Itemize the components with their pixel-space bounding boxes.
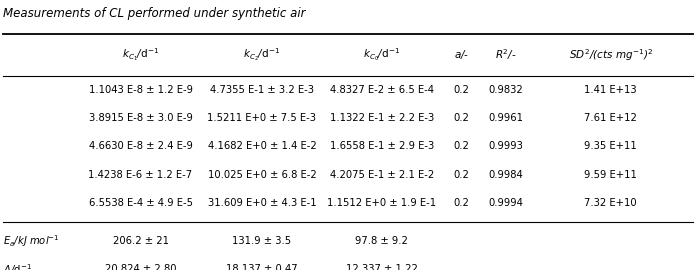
- Text: 1.1043 E-8 ± 1.2 E-9: 1.1043 E-8 ± 1.2 E-9: [89, 85, 192, 95]
- Text: 9.35 E+11: 9.35 E+11: [584, 141, 637, 151]
- Text: 18.137 ± 0.47: 18.137 ± 0.47: [226, 264, 298, 270]
- Text: 1.1322 E-1 ± 2.2 E-3: 1.1322 E-1 ± 2.2 E-3: [330, 113, 434, 123]
- Text: 0.2: 0.2: [454, 170, 469, 180]
- Text: 10.025 E+0 ± 6.8 E-2: 10.025 E+0 ± 6.8 E-2: [208, 170, 316, 180]
- Text: 1.41 E+13: 1.41 E+13: [584, 85, 637, 95]
- Text: 0.2: 0.2: [454, 198, 469, 208]
- Text: 1.5211 E+0 ± 7.5 E-3: 1.5211 E+0 ± 7.5 E-3: [208, 113, 316, 123]
- Text: 0.2: 0.2: [454, 85, 469, 95]
- Text: 12.337 ± 1.22: 12.337 ± 1.22: [346, 264, 418, 270]
- Text: $A$/$\mathrm{d}^{-1}$: $A$/$\mathrm{d}^{-1}$: [3, 262, 33, 270]
- Text: 4.7355 E-1 ± 3.2 E-3: 4.7355 E-1 ± 3.2 E-3: [210, 85, 314, 95]
- Text: 131.9 ± 3.5: 131.9 ± 3.5: [232, 236, 291, 246]
- Text: 206.2 ± 21: 206.2 ± 21: [112, 236, 169, 246]
- Text: 7.61 E+12: 7.61 E+12: [584, 113, 637, 123]
- Text: 3.8915 E-8 ± 3.0 E-9: 3.8915 E-8 ± 3.0 E-9: [89, 113, 192, 123]
- Text: 1.6558 E-1 ± 2.9 E-3: 1.6558 E-1 ± 2.9 E-3: [330, 141, 434, 151]
- Text: 4.2075 E-1 ± 2.1 E-2: 4.2075 E-1 ± 2.1 E-2: [330, 170, 434, 180]
- Text: 0.9993: 0.9993: [488, 141, 523, 151]
- Text: 97.8 ± 9.2: 97.8 ± 9.2: [355, 236, 408, 246]
- Text: $a$/-: $a$/-: [454, 48, 469, 61]
- Text: 1.4238 E-6 ± 1.2 E-7: 1.4238 E-6 ± 1.2 E-7: [88, 170, 193, 180]
- Text: 6.5538 E-4 ± 4.9 E-5: 6.5538 E-4 ± 4.9 E-5: [89, 198, 192, 208]
- Text: 0.9984: 0.9984: [488, 170, 523, 180]
- Text: 0.9994: 0.9994: [488, 198, 523, 208]
- Text: $SD^2$/(cts mg$^{-1}$)$^2$: $SD^2$/(cts mg$^{-1}$)$^2$: [568, 47, 653, 63]
- Text: 4.8327 E-2 ± 6.5 E-4: 4.8327 E-2 ± 6.5 E-4: [330, 85, 434, 95]
- Text: $k_{C_0}$/$\mathrm{d}^{-1}$: $k_{C_0}$/$\mathrm{d}^{-1}$: [363, 46, 400, 63]
- Text: 0.2: 0.2: [454, 141, 469, 151]
- Text: 1.1512 E+0 ± 1.9 E-1: 1.1512 E+0 ± 1.9 E-1: [327, 198, 437, 208]
- Text: 9.59 E+11: 9.59 E+11: [584, 170, 637, 180]
- Text: $k_{C_1}$/$\mathrm{d}^{-1}$: $k_{C_1}$/$\mathrm{d}^{-1}$: [122, 46, 159, 63]
- Text: 7.32 E+10: 7.32 E+10: [584, 198, 637, 208]
- Text: 31.609 E+0 ± 4.3 E-1: 31.609 E+0 ± 4.3 E-1: [208, 198, 316, 208]
- Text: $R^2$/-: $R^2$/-: [495, 47, 516, 62]
- Text: $k_{C_2}$/$\mathrm{d}^{-1}$: $k_{C_2}$/$\mathrm{d}^{-1}$: [244, 46, 280, 63]
- Text: $E_a$/kJ mol$^{-1}$: $E_a$/kJ mol$^{-1}$: [3, 233, 60, 249]
- Text: 0.2: 0.2: [454, 113, 469, 123]
- Text: 0.9961: 0.9961: [488, 113, 523, 123]
- Text: 20.824 ± 2.80: 20.824 ± 2.80: [105, 264, 176, 270]
- Text: 0.9832: 0.9832: [488, 85, 523, 95]
- Text: 4.1682 E+0 ± 1.4 E-2: 4.1682 E+0 ± 1.4 E-2: [208, 141, 316, 151]
- Text: Measurements of CL performed under synthetic air: Measurements of CL performed under synth…: [3, 7, 306, 20]
- Text: 4.6630 E-8 ± 2.4 E-9: 4.6630 E-8 ± 2.4 E-9: [89, 141, 192, 151]
